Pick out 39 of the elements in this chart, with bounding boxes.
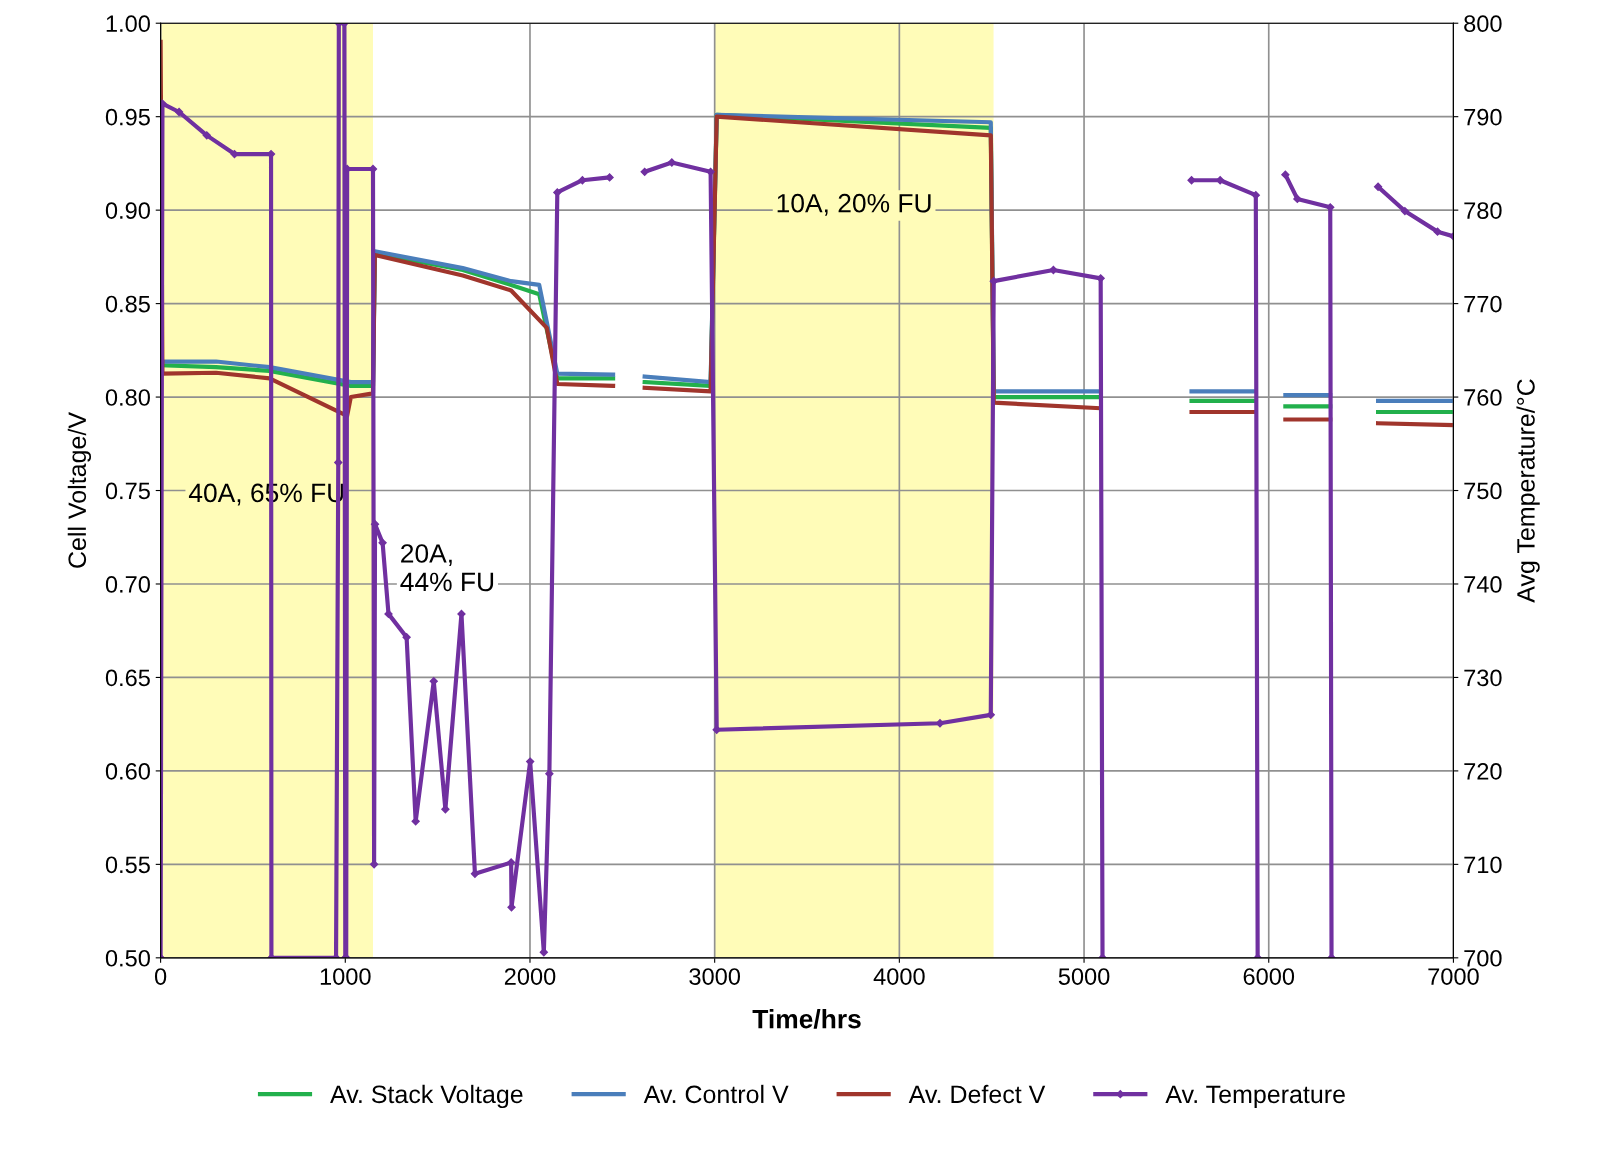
- x-axis-title: Time/hrs: [752, 1009, 861, 1029]
- legend-label: Av. Stack Voltage: [330, 1084, 523, 1109]
- x-tick-label: 2000: [504, 968, 556, 985]
- x-tick-label: 7000: [1428, 968, 1479, 985]
- x-tick-label: 0: [154, 968, 167, 985]
- x-tick-label: 4000: [873, 968, 925, 985]
- legend-label: Av. Temperature: [1165, 1085, 1345, 1109]
- y-tick-label: 0.95: [105, 108, 150, 126]
- y2-tick-label: 730: [1464, 669, 1502, 687]
- x-tick-label: 5000: [1058, 968, 1110, 985]
- y-tick-label: 0.55: [105, 856, 150, 874]
- y-tick-label: 0.65: [105, 669, 150, 687]
- band-label: 10A, 20% FU: [777, 193, 931, 216]
- y2-tick-label: 780: [1464, 202, 1502, 219]
- y-tick-label: 0.70: [105, 576, 150, 593]
- y2-tick-label: 790: [1464, 108, 1502, 126]
- y-tick-label: 1.00: [106, 15, 150, 33]
- y-axis-title: Cell Voltage/V: [67, 412, 92, 568]
- y2-axis-title: Avg Temperature/°C: [1516, 379, 1540, 603]
- y2-tick-label: 700: [1464, 949, 1502, 967]
- y-tick-label: 0.60: [105, 762, 150, 780]
- legend-label: Av. Defect V: [908, 1084, 1046, 1104]
- y2-tick-label: 750: [1464, 482, 1502, 500]
- y-tick-label: 0.80: [105, 389, 150, 406]
- y-tick-label: 0.50: [105, 949, 150, 967]
- y-tick-label: 0.75: [105, 482, 150, 500]
- y2-tick-label: 710: [1464, 856, 1502, 874]
- x-tick-label: 3000: [689, 968, 741, 985]
- annotation: 20A, 44% FU: [400, 544, 494, 592]
- y-tick-label: 0.90: [105, 202, 150, 219]
- y2-tick-label: 770: [1464, 295, 1502, 313]
- y-tick-label: 0.85: [105, 295, 150, 313]
- y2-tick-label: 720: [1464, 762, 1502, 780]
- x-tick-label: 6000: [1243, 968, 1295, 985]
- y2-tick-label: 800: [1464, 15, 1502, 33]
- y2-tick-label: 740: [1464, 576, 1502, 593]
- x-tick-label: 1000: [320, 968, 371, 985]
- legend-label: Av. Control V: [643, 1084, 789, 1104]
- y2-tick-label: 760: [1464, 389, 1502, 406]
